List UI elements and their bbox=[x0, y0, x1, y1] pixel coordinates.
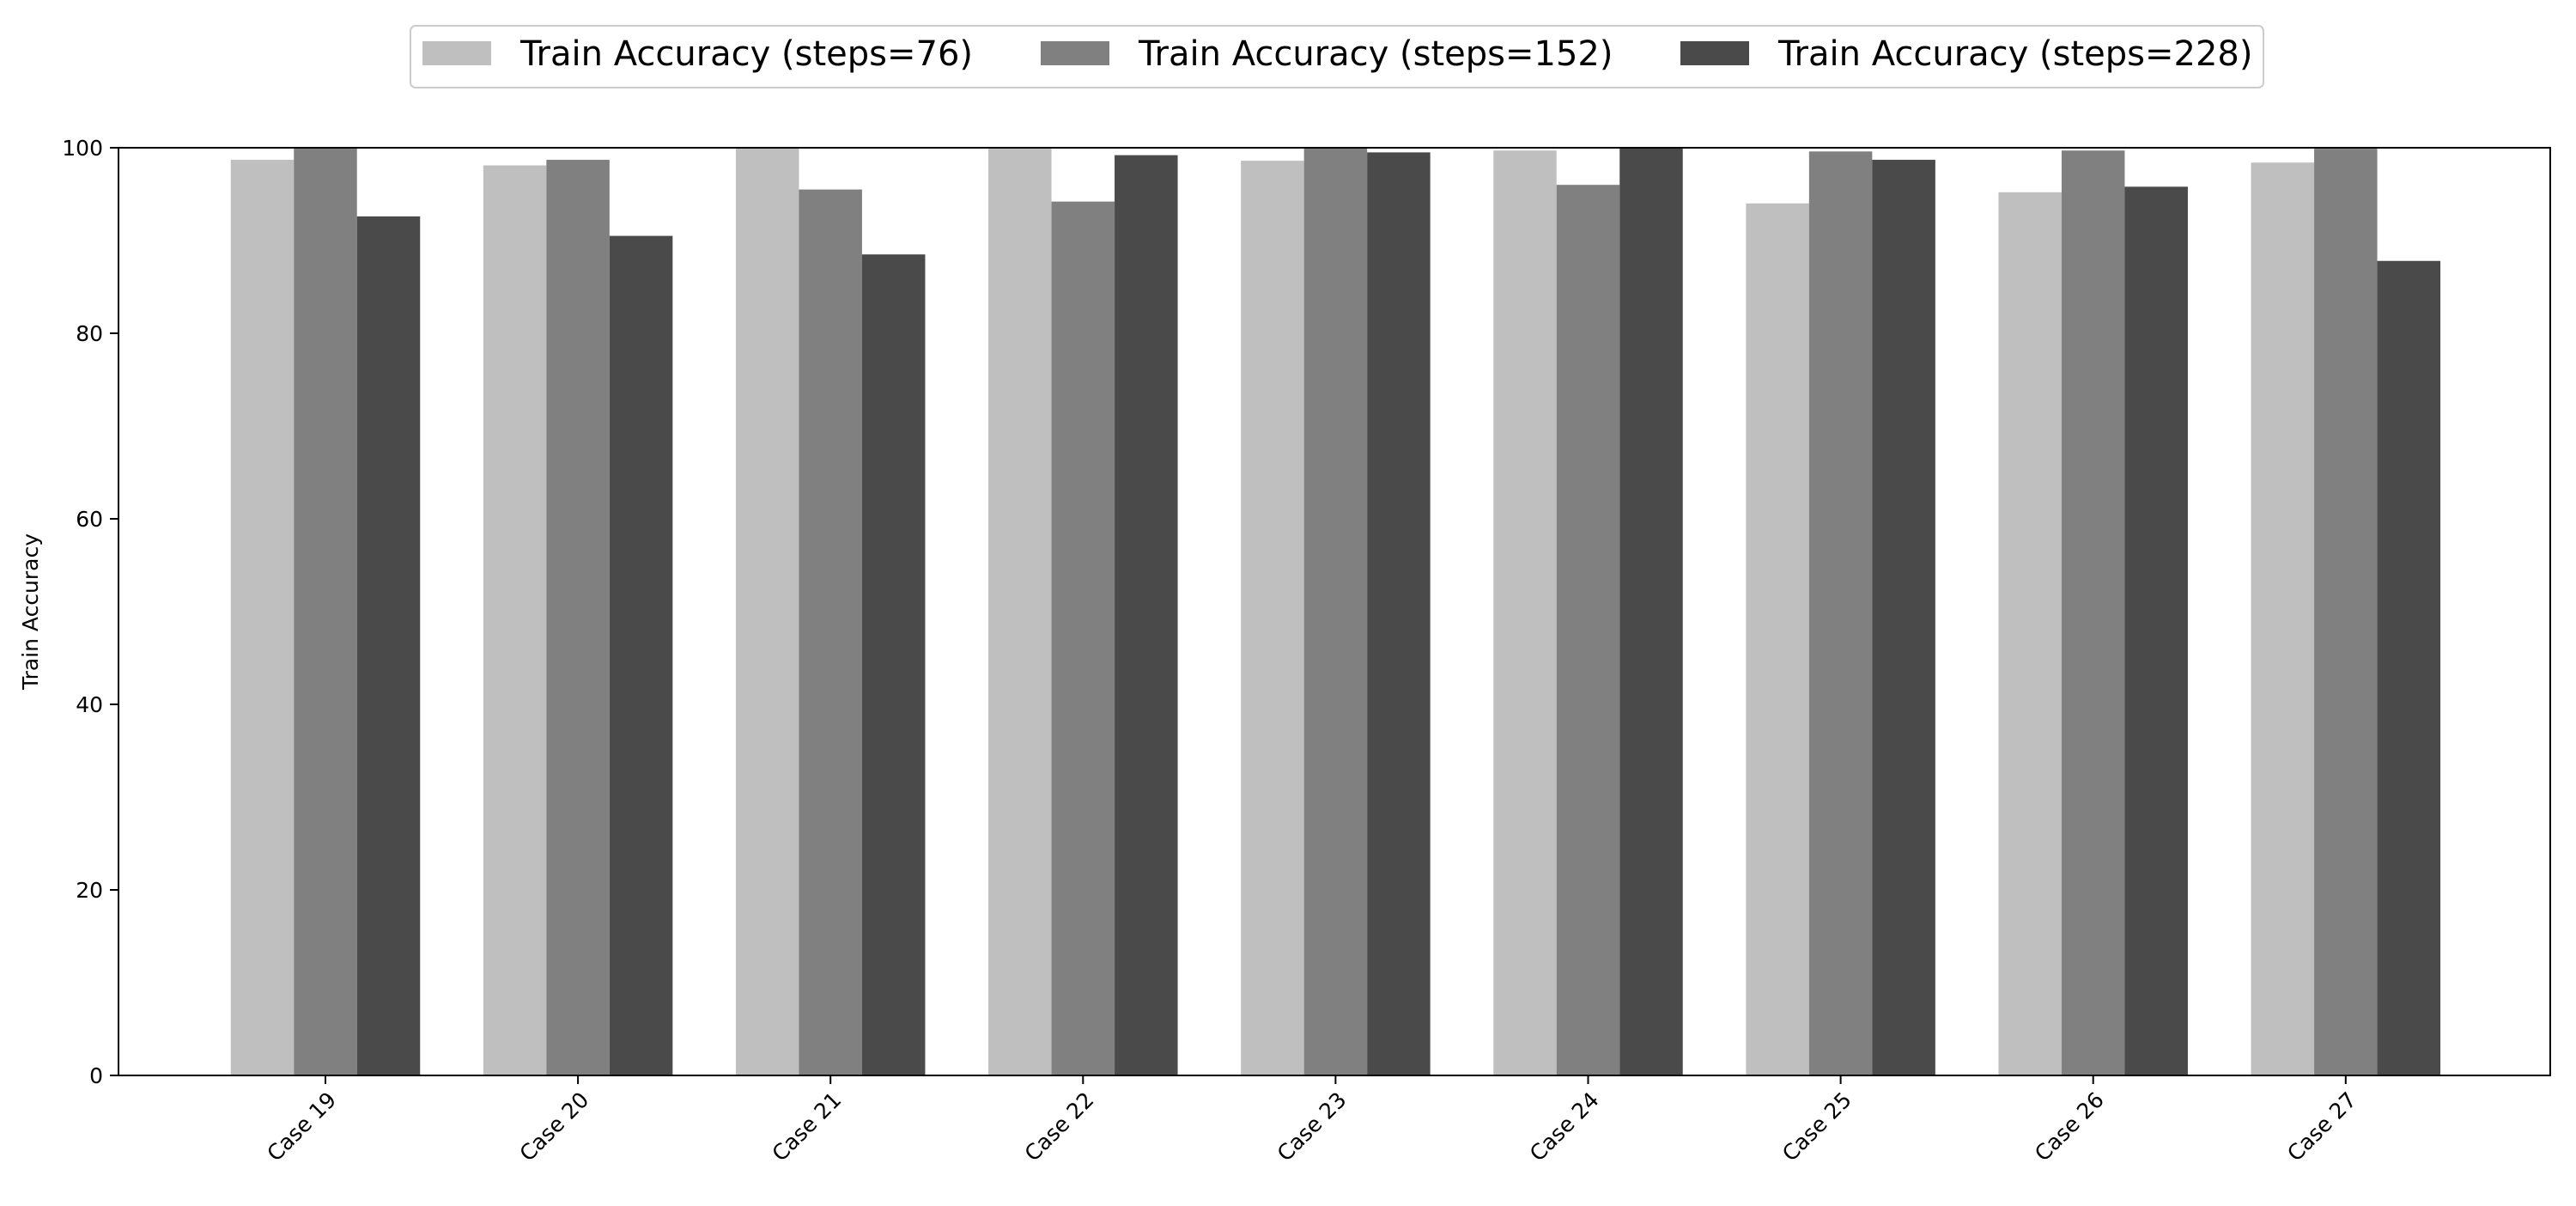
y-tick-label: 0 bbox=[89, 1063, 103, 1088]
legend-label: Train Accuracy (steps=76) bbox=[519, 34, 973, 74]
bar-3-case-20 bbox=[609, 235, 673, 1076]
x-tick-label: Case 19 bbox=[262, 1087, 341, 1166]
y-tick-label: 80 bbox=[76, 321, 103, 346]
bar-3-case-19 bbox=[356, 216, 421, 1076]
bar-2-case-20 bbox=[546, 160, 610, 1075]
bar-1-case-20 bbox=[483, 165, 547, 1075]
x-tick-label: Case 22 bbox=[1020, 1087, 1099, 1166]
bar-1-case-21 bbox=[735, 148, 799, 1075]
bar-3-case-24 bbox=[1619, 148, 1683, 1075]
bar-3-case-26 bbox=[2124, 186, 2188, 1076]
x-tick-label: Case 25 bbox=[1777, 1087, 1856, 1166]
bar-2-case-23 bbox=[1303, 148, 1368, 1075]
x-tick-label: Case 27 bbox=[2282, 1087, 2361, 1166]
bar-1-case-19 bbox=[230, 160, 295, 1075]
bar-1-case-22 bbox=[988, 149, 1052, 1076]
bar-2-case-24 bbox=[1556, 185, 1620, 1076]
plot-frame bbox=[118, 147, 2551, 1076]
x-axis: Case 19 Case 20 Case 21 Case 22 Case 23 Case … bbox=[262, 1075, 2361, 1166]
y-tick-label: 60 bbox=[76, 507, 103, 532]
legend-swatch bbox=[1680, 41, 1749, 65]
legend-swatch bbox=[422, 41, 491, 65]
bars bbox=[230, 148, 2441, 1076]
bar-1-case-23 bbox=[1241, 161, 1304, 1075]
y-tick-label: 100 bbox=[62, 136, 103, 161]
x-tick-label: Case 26 bbox=[2030, 1087, 2109, 1166]
bar-2-case-21 bbox=[799, 189, 862, 1076]
x-tick-label: Case 20 bbox=[514, 1087, 593, 1166]
y-axis-label: Train Accuracy bbox=[18, 533, 43, 691]
bar-3-case-27 bbox=[2377, 260, 2441, 1075]
legend-label: Train Accuracy (steps=152) bbox=[1138, 34, 1613, 74]
x-tick-label: Case 21 bbox=[768, 1087, 847, 1166]
legend-swatch bbox=[1041, 41, 1109, 65]
legend-label: Train Accuracy (steps=228) bbox=[1777, 34, 2252, 74]
bar-3-case-22 bbox=[1115, 155, 1178, 1075]
bar-2-case-19 bbox=[294, 148, 357, 1075]
legend: Train Accuracy (steps=76) Train Accuracy … bbox=[410, 25, 2264, 88]
bar-2-case-26 bbox=[2061, 150, 2125, 1076]
x-tick-label: Case 23 bbox=[1273, 1087, 1352, 1166]
bar-1-case-26 bbox=[1998, 192, 2062, 1076]
bar-3-case-25 bbox=[1872, 160, 1935, 1075]
bar-2-case-25 bbox=[1808, 151, 1873, 1075]
bar-1-case-27 bbox=[2251, 162, 2315, 1075]
bar-3-case-23 bbox=[1367, 152, 1431, 1075]
x-tick-label: Case 24 bbox=[1525, 1087, 1604, 1166]
bar-2-case-27 bbox=[2314, 149, 2378, 1076]
y-tick-label: 40 bbox=[76, 692, 103, 717]
bar-1-case-24 bbox=[1493, 150, 1557, 1076]
bar-1-case-25 bbox=[1746, 203, 1809, 1076]
legend-box bbox=[410, 25, 2264, 88]
y-tick-label: 20 bbox=[76, 878, 103, 903]
y-axis: 0 20 40 60 80 100 bbox=[62, 136, 118, 1088]
bar-3-case-21 bbox=[861, 254, 926, 1075]
bar-2-case-22 bbox=[1051, 201, 1115, 1075]
